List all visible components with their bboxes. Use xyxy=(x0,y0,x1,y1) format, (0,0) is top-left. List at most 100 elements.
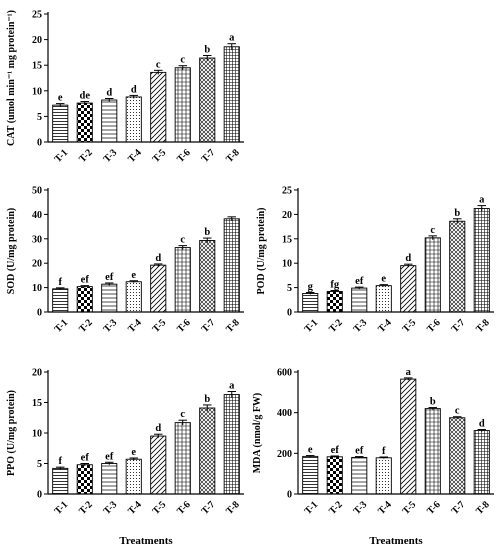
category-label: T-7 xyxy=(200,499,218,517)
category-label: T-1 xyxy=(53,499,71,517)
y-tick-label: 0 xyxy=(287,490,292,501)
significance-label: e xyxy=(131,270,136,281)
y-tick-label: 30 xyxy=(32,234,42,245)
bar-T-5 xyxy=(150,71,167,143)
category-label: T-3 xyxy=(352,499,370,517)
significance-label: ef xyxy=(355,276,364,287)
y-tick-label: 15 xyxy=(282,234,292,245)
y-axis-label: POD (U/mg protein) xyxy=(256,207,267,294)
bar-T-7 xyxy=(199,407,216,495)
category-label: T-8 xyxy=(224,499,242,517)
bar-T-3 xyxy=(101,463,118,495)
y-axis-label: SOD (U/mg protein) xyxy=(6,208,17,294)
bar-T-2 xyxy=(76,286,93,313)
bar-T-6 xyxy=(424,408,441,495)
bar-T-6 xyxy=(424,237,441,313)
category-label: T-2 xyxy=(327,499,345,517)
significance-label: f xyxy=(59,456,63,467)
bar-T-5 xyxy=(400,378,417,495)
category-label: T-6 xyxy=(425,499,443,517)
category-label: T-3 xyxy=(102,317,120,335)
category-label: T-2 xyxy=(77,317,95,335)
bar-T-1 xyxy=(52,467,69,495)
category-label: T-1 xyxy=(303,499,321,517)
y-tick-label: 10 xyxy=(32,86,42,97)
bar-T-8 xyxy=(223,218,240,313)
chart-panel-4: f T-1 ef T-2 ef T-3 e T-4 d T-5 c T-6 b T-7 a T-8 0 5 10 15… xyxy=(6,368,244,547)
x-axis-label: Treatments xyxy=(369,535,423,547)
category-label: T-5 xyxy=(401,499,419,517)
category-label: T-6 xyxy=(175,317,193,335)
significance-label: g xyxy=(308,281,314,292)
y-tick-label: 200 xyxy=(277,449,292,460)
bar-T-7 xyxy=(449,220,466,313)
bar-T-8 xyxy=(223,394,240,495)
category-label: T-6 xyxy=(175,499,193,517)
y-tick-label: 15 xyxy=(32,61,42,72)
bar-T-5 xyxy=(150,435,167,495)
y-tick-label: 0 xyxy=(37,308,42,319)
y-axis-label: CAT (umol min⁻¹ mg protein⁻¹) xyxy=(6,10,17,146)
category-label: T-7 xyxy=(200,147,218,165)
category-label: T-2 xyxy=(327,317,345,335)
category-label: T-6 xyxy=(175,147,193,165)
significance-label: b xyxy=(454,208,460,219)
y-tick-label: 400 xyxy=(277,408,292,419)
category-label: T-5 xyxy=(151,317,169,335)
significance-label: fg xyxy=(330,280,339,291)
significance-label: d xyxy=(479,419,485,430)
category-label: T-1 xyxy=(303,317,321,335)
bar-T-1 xyxy=(52,104,69,143)
significance-label: f xyxy=(382,446,386,457)
y-tick-label: 20 xyxy=(32,259,42,270)
y-tick-label: 600 xyxy=(277,368,292,379)
y-tick-label: 15 xyxy=(32,398,42,409)
significance-label: ef xyxy=(81,453,90,464)
significance-label: d xyxy=(155,253,161,264)
category-label: T-8 xyxy=(224,147,242,165)
category-label: T-1 xyxy=(53,317,71,335)
significance-label: a xyxy=(229,33,235,44)
bar-T-7 xyxy=(199,240,216,313)
y-tick-label: 20 xyxy=(32,368,42,379)
bar-T-2 xyxy=(326,291,343,313)
significance-label: ef xyxy=(105,451,114,462)
significance-label: d xyxy=(131,84,137,95)
bar-T-5 xyxy=(150,264,167,313)
y-tick-label: 10 xyxy=(282,259,292,270)
category-label: T-4 xyxy=(126,317,144,335)
bar-T-4 xyxy=(375,285,392,313)
chart-panel-2: f T-1 ef T-2 ef T-3 e T-4 d T-5 c T-6 b T-7 T-8 0 10 20 30… xyxy=(6,186,244,335)
category-label: T-8 xyxy=(474,499,492,517)
significance-label: ef xyxy=(105,272,114,283)
category-label: T-2 xyxy=(77,499,95,517)
significance-label: e xyxy=(131,447,136,458)
bar-T-5 xyxy=(400,265,417,313)
significance-label: b xyxy=(430,397,436,408)
category-label: T-2 xyxy=(77,147,95,165)
significance-label: c xyxy=(180,55,185,66)
category-label: T-1 xyxy=(53,147,71,165)
bar-T-3 xyxy=(101,99,118,143)
significance-label: c xyxy=(430,225,435,236)
y-axis-label: MDA (nmol/g FW) xyxy=(252,393,263,474)
significance-label: b xyxy=(204,44,210,55)
y-tick-label: 50 xyxy=(32,186,42,197)
bar-T-6 xyxy=(174,247,191,313)
y-tick-label: 5 xyxy=(37,112,42,123)
significance-label: b xyxy=(204,227,210,238)
bar-T-8 xyxy=(473,430,490,495)
bar-T-7 xyxy=(199,57,216,143)
bar-T-2 xyxy=(76,464,93,495)
y-tick-label: 5 xyxy=(287,283,292,294)
significance-label: e xyxy=(58,93,63,104)
category-label: T-7 xyxy=(200,317,218,335)
y-axis-label: PPO (U/mg protein) xyxy=(6,390,17,476)
significance-label: d xyxy=(405,253,411,264)
bar-T-6 xyxy=(174,422,191,495)
y-tick-label: 0 xyxy=(287,308,292,319)
significance-label: ef xyxy=(355,446,364,457)
category-label: T-6 xyxy=(425,317,443,335)
bar-T-1 xyxy=(52,288,69,313)
